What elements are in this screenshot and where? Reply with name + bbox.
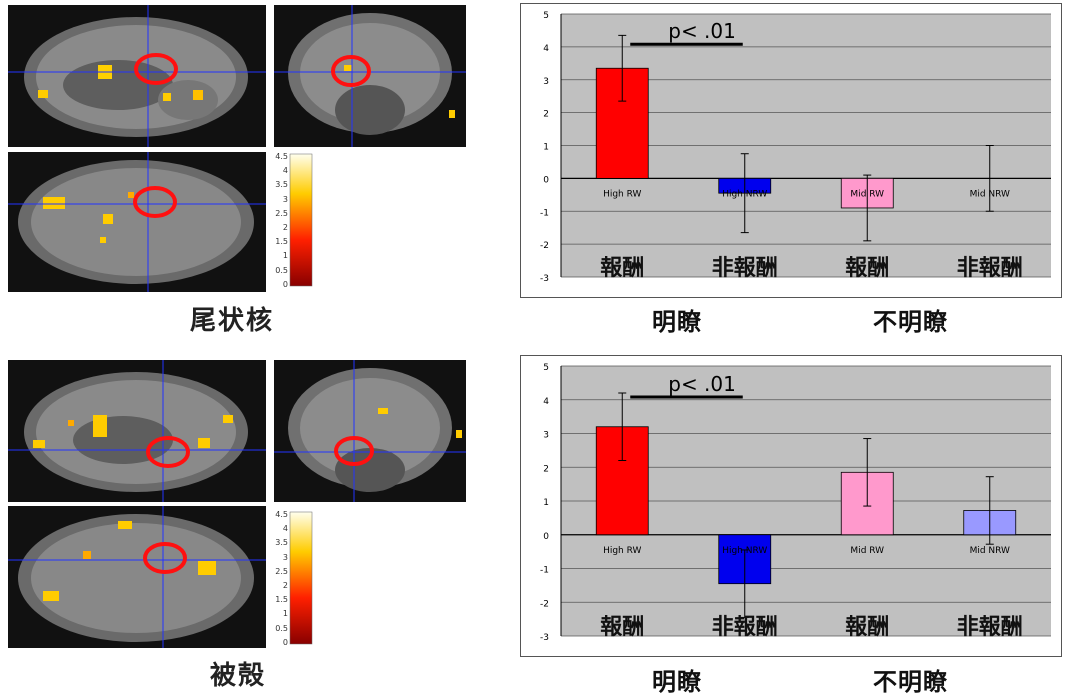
y-tick-label: 1 xyxy=(543,498,549,508)
category-tick-label: High NRW xyxy=(722,189,767,199)
roi-circle xyxy=(133,186,177,218)
y-tick-label: -2 xyxy=(540,599,549,609)
colorbar-tick-label: 0.5 xyxy=(275,623,288,633)
category-tick-label: High RW xyxy=(603,546,641,556)
significance-label: p< .01 xyxy=(668,372,736,396)
roi-circle xyxy=(334,436,374,466)
category-tick-label: Mid RW xyxy=(850,546,884,556)
category-tick-label: Mid NRW xyxy=(970,546,1010,556)
colorbar-top: 4.5 4 3.5 3 2.5 2 1.5 1 0.5 0 xyxy=(272,152,342,292)
y-tick-label: 2 xyxy=(543,464,549,474)
y-tick-label: -3 xyxy=(540,274,549,284)
category-jp-label: 報酬 xyxy=(845,614,889,640)
category-jp-label: 報酬 xyxy=(600,255,644,281)
category-jp-label: 非報酬 xyxy=(957,614,1023,640)
colorbar-tick-label: 0 xyxy=(282,637,288,647)
brain-sagittal-bottom xyxy=(8,360,266,502)
category-tick-label: Mid NRW xyxy=(970,189,1010,199)
colorbar-tick-label: 2.5 xyxy=(275,208,288,218)
y-tick-label: 3 xyxy=(543,431,549,441)
colorbar-tick-label: 2 xyxy=(282,223,288,232)
y-tick-label: -3 xyxy=(540,633,549,643)
colorbar-tick-label: 3.5 xyxy=(275,538,288,548)
bar-chart-putamen: -3 -2 -1 0 1 2 3 4 5 High RW 報酬 High NRW 非報酬 Mid RW 報酬… xyxy=(520,355,1062,657)
roi-circle xyxy=(134,53,178,85)
colorbar-tick-label: 4 xyxy=(282,524,288,534)
category-tick-label: Mid RW xyxy=(850,189,884,199)
category-jp-label: 非報酬 xyxy=(712,614,778,640)
y-tick-label: -1 xyxy=(540,566,549,576)
condition-label-unclear-top: 不明瞭 xyxy=(873,308,948,336)
category-jp-label: 報酬 xyxy=(845,255,889,281)
y-tick-label: 1 xyxy=(543,143,549,153)
category-tick-label: High NRW xyxy=(722,546,767,556)
brain-sagittal-top xyxy=(8,5,266,147)
brain-coronal-bottom xyxy=(274,360,466,502)
colorbar-tick-label: 3.5 xyxy=(275,180,288,190)
y-tick-label: 0 xyxy=(543,532,549,542)
colorbar-bottom: 4.5 4 3.5 3 2.5 2 1.5 1 0.5 0 xyxy=(272,510,342,650)
colorbar-tick-label: 4 xyxy=(282,166,288,176)
y-tick-label: 3 xyxy=(543,77,549,87)
y-tick-label: 5 xyxy=(543,363,549,373)
colorbar-ticks: 4.5 4 3.5 3 2.5 2 1.5 1 0.5 0 xyxy=(272,510,288,650)
roi-circle xyxy=(331,55,371,87)
y-tick-label: 0 xyxy=(543,175,549,185)
bar-chart-caudate: -3 -2 -1 0 1 2 3 4 5 High RW 報酬 High NRW 非報酬 Mid RW 報酬… xyxy=(520,3,1062,298)
category-jp-label: 非報酬 xyxy=(957,255,1023,281)
roi-circle xyxy=(143,542,187,574)
condition-label-clear-top: 明瞭 xyxy=(652,308,702,336)
y-tick-label: 2 xyxy=(543,110,549,120)
category-tick-label: High RW xyxy=(603,189,641,199)
roi-circle xyxy=(146,436,190,468)
colorbar-tick-label: 2 xyxy=(282,581,288,590)
y-tick-label: 4 xyxy=(543,397,549,407)
brain-axial-bottom xyxy=(8,506,266,648)
colorbar-tick-label: 1 xyxy=(282,251,288,261)
condition-label-clear-bottom: 明瞭 xyxy=(652,668,702,696)
y-tick-label: 4 xyxy=(543,44,549,54)
colorbar-tick-label: 3 xyxy=(282,552,288,562)
colorbar-ticks: 4.5 4 3.5 3 2.5 2 1.5 1 0.5 0 xyxy=(272,152,288,292)
colorbar-tick-label: 0 xyxy=(282,279,288,289)
brain-axial-top xyxy=(8,152,266,292)
region-label-putamen: 被殻 xyxy=(210,661,267,691)
region-label-caudate: 尾状核 xyxy=(190,306,275,336)
y-tick-label: 5 xyxy=(543,11,549,21)
colorbar-tick-label: 2.5 xyxy=(275,566,288,576)
brain-coronal-top xyxy=(274,5,466,147)
colorbar-tick-label: 1.5 xyxy=(275,595,288,605)
colorbar-tick-label: 0.5 xyxy=(275,265,288,275)
colorbar-tick-label: 4.5 xyxy=(275,510,288,519)
colorbar-tick-label: 3 xyxy=(282,194,288,204)
colorbar-tick-label: 4.5 xyxy=(275,152,288,161)
category-jp-label: 非報酬 xyxy=(712,255,778,281)
condition-label-unclear-bottom: 不明瞭 xyxy=(873,668,948,696)
y-tick-label: -1 xyxy=(540,208,549,218)
category-jp-label: 報酬 xyxy=(600,614,644,640)
y-tick-label: -2 xyxy=(540,241,549,251)
significance-label: p< .01 xyxy=(668,19,736,43)
colorbar-tick-label: 1.5 xyxy=(275,237,288,247)
colorbar-tick-label: 1 xyxy=(282,609,288,619)
